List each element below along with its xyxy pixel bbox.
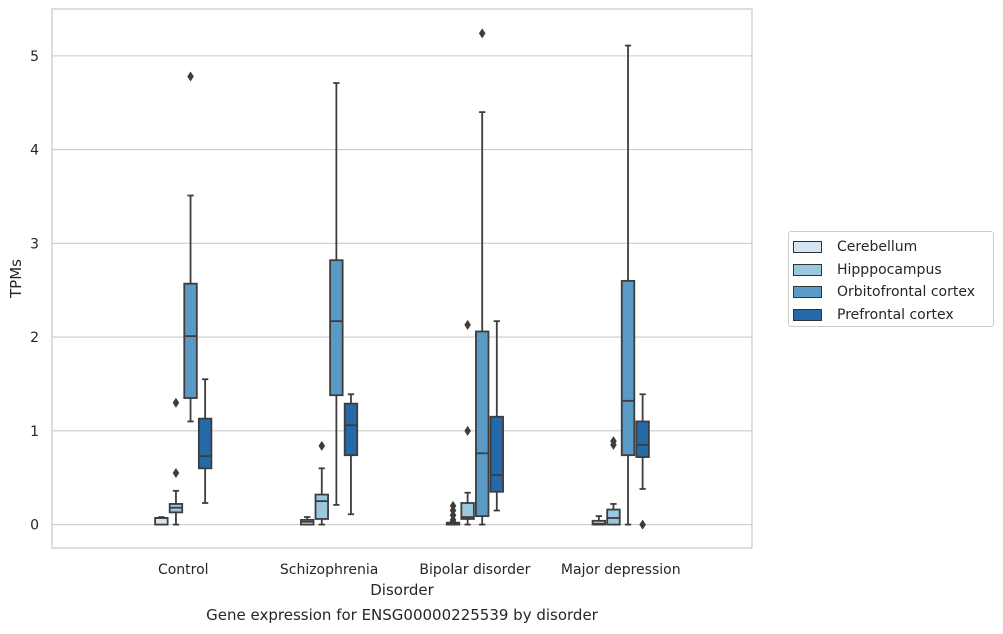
outlier-point bbox=[318, 440, 326, 451]
plot-frame bbox=[51, 8, 753, 549]
box bbox=[475, 330, 490, 518]
x-axis-label: Disorder bbox=[370, 581, 434, 599]
legend-swatch bbox=[793, 241, 822, 254]
legend-swatch bbox=[793, 263, 822, 276]
outlier-point bbox=[639, 519, 646, 530]
box bbox=[620, 279, 636, 457]
y-tick-label: 4 bbox=[30, 143, 39, 159]
box bbox=[183, 282, 198, 399]
outlier-point bbox=[449, 500, 457, 511]
outlier-point bbox=[610, 436, 617, 447]
outlier-point bbox=[172, 468, 180, 479]
x-tick-label: Major depression bbox=[561, 562, 681, 578]
box bbox=[329, 259, 344, 397]
y-tick-label: 3 bbox=[30, 236, 39, 252]
legend-label: Cerebellum bbox=[837, 239, 918, 256]
legend-label: Prefrontal cortex bbox=[837, 306, 954, 323]
outlier-point bbox=[478, 28, 486, 39]
y-tick-label: 5 bbox=[30, 49, 39, 65]
outlier-point bbox=[172, 397, 180, 408]
legend-item: Hipppocampus bbox=[789, 259, 993, 282]
box bbox=[343, 402, 359, 457]
outlier-point bbox=[464, 319, 471, 330]
x-tick-label: Bipolar disorder bbox=[419, 562, 530, 578]
y-axis-label: TPMs bbox=[7, 259, 25, 299]
y-tick-label: 0 bbox=[30, 518, 39, 534]
legend-item: Cerebellum bbox=[789, 236, 993, 259]
box bbox=[314, 493, 329, 520]
legend: Cerebellum Hipppocampus Orbitofrontal cort… bbox=[788, 231, 994, 327]
y-tick-label: 2 bbox=[30, 330, 39, 346]
outlier-point bbox=[464, 425, 471, 436]
box bbox=[197, 417, 213, 470]
legend-swatch bbox=[793, 286, 822, 299]
box bbox=[154, 517, 169, 526]
box bbox=[635, 420, 650, 458]
chart-caption: Gene expression for ENSG00000225539 by d… bbox=[206, 606, 598, 624]
y-tick-label: 1 bbox=[30, 424, 39, 440]
legend-item: Orbitofrontal cortex bbox=[789, 281, 993, 304]
x-tick-label: Control bbox=[158, 562, 209, 578]
box bbox=[489, 415, 504, 493]
box bbox=[591, 519, 607, 526]
legend-item: Prefrontal cortex bbox=[789, 304, 993, 327]
x-tick-label: Schizophrenia bbox=[280, 562, 378, 578]
box bbox=[606, 508, 621, 526]
box bbox=[460, 502, 475, 520]
legend-label: Hipppocampus bbox=[837, 261, 942, 278]
legend-label: Orbitofrontal cortex bbox=[837, 284, 975, 301]
outlier-point bbox=[187, 71, 194, 82]
legend-swatch bbox=[793, 308, 822, 321]
